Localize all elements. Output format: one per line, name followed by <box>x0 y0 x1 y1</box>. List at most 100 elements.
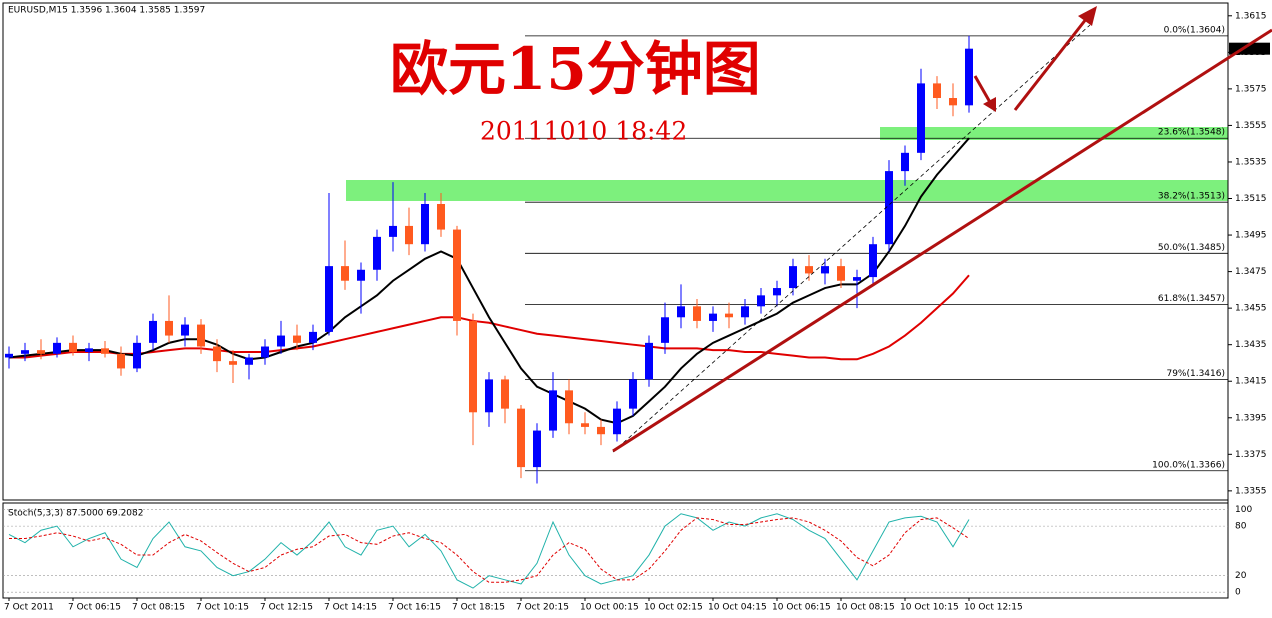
candle-body <box>469 320 477 413</box>
x-tick-label: 10 Oct 08:15 <box>836 603 895 613</box>
candle-body <box>597 426 605 435</box>
candle-body <box>805 266 813 274</box>
support-zone <box>880 127 1228 140</box>
candle-body <box>965 48 973 106</box>
candle-body <box>261 346 269 358</box>
candle-body <box>389 225 397 237</box>
x-tick-label: 10 Oct 00:15 <box>580 603 639 613</box>
candle-body <box>181 324 189 336</box>
candle-body <box>949 98 957 106</box>
arrow-head <box>1078 6 1097 26</box>
x-tick-label: 7 Oct 12:15 <box>260 603 313 613</box>
y-tick-label: 1.3455 <box>1235 304 1267 314</box>
candle-body <box>917 83 925 153</box>
candle-body <box>677 306 685 318</box>
arrow-head <box>983 97 996 112</box>
fib-label: 50.0%(1.3485) <box>1158 243 1225 253</box>
stochastic-line <box>9 517 970 583</box>
indicator-tick-label: 0 <box>1235 588 1241 598</box>
candle-body <box>933 83 941 99</box>
candle-body <box>693 306 701 321</box>
candle-body <box>277 335 285 347</box>
candle-body <box>213 346 221 362</box>
candle-body <box>533 430 541 468</box>
candle-body <box>853 277 861 281</box>
candle-body <box>101 348 109 354</box>
candle-body <box>565 390 573 424</box>
chart-title: 欧元15分钟图 <box>390 35 761 103</box>
candle-body <box>821 266 829 274</box>
fib-guide <box>612 24 1091 453</box>
stochastic-line <box>8 513 970 589</box>
arrow <box>1013 13 1092 111</box>
candle-body <box>229 361 237 365</box>
candle-body <box>293 335 301 343</box>
fib-label: 23.6%(1.3548) <box>1158 128 1225 138</box>
x-tick-label: 7 Oct 20:15 <box>516 603 569 613</box>
candle-body <box>309 331 317 343</box>
candle-body <box>629 379 637 409</box>
arrow <box>973 75 993 105</box>
fib-label: 38.2%(1.3513) <box>1158 192 1225 202</box>
y-tick-label: 1.3355 <box>1235 486 1267 496</box>
candle-body <box>645 342 653 380</box>
candle-body <box>37 350 45 354</box>
candle-body <box>757 295 765 307</box>
candle-body <box>661 317 669 343</box>
data-layer: 1.36151.35951.35751.35551.35351.35151.34… <box>3 11 1270 613</box>
x-tick-label: 7 Oct 18:15 <box>452 603 505 613</box>
candle-body <box>325 266 333 332</box>
candle-body <box>453 229 461 321</box>
x-tick-label: 7 Oct 16:15 <box>388 603 441 613</box>
support-zone <box>346 180 1228 201</box>
x-tick-label: 10 Oct 10:15 <box>900 603 959 613</box>
chart-subtitle: 20111010 18:42 <box>480 117 687 146</box>
candle-body <box>725 313 733 318</box>
candle-body <box>773 288 781 296</box>
candle-body <box>869 244 877 278</box>
moving-average <box>9 274 970 361</box>
candle-body <box>485 379 493 413</box>
indicator-tick-label: 20 <box>1235 571 1247 581</box>
candle-body <box>197 324 205 347</box>
fib-label: 79%(1.3416) <box>1166 369 1225 379</box>
x-tick-label: 7 Oct 10:15 <box>196 603 249 613</box>
y-tick-label: 1.3375 <box>1235 450 1267 460</box>
candle-body <box>789 266 797 289</box>
x-tick-label: 7 Oct 08:15 <box>132 603 185 613</box>
candle-body <box>165 320 173 336</box>
candle-body <box>85 348 93 352</box>
candle-body <box>501 379 509 409</box>
indicator-tick-label: 80 <box>1235 522 1247 532</box>
indicator-label: Stoch(5,3,3) 87.5000 69.2082 <box>8 509 143 519</box>
x-tick-label: 10 Oct 02:15 <box>644 603 703 613</box>
fib-label: 61.8%(1.3457) <box>1158 294 1225 304</box>
candle-body <box>437 203 445 230</box>
candle-body <box>517 408 525 468</box>
candle-body <box>69 342 77 352</box>
x-tick-label: 10 Oct 04:15 <box>708 603 767 613</box>
symbol-header: EURUSD,M15 1.3596 1.3604 1.3585 1.3597 <box>8 6 205 16</box>
candle-body <box>741 306 749 318</box>
x-tick-label: 7 Oct 14:15 <box>324 603 377 613</box>
candle-body <box>405 225 413 245</box>
x-tick-label: 7 Oct 06:15 <box>68 603 121 613</box>
candle-body <box>581 423 589 427</box>
y-tick-label: 1.3435 <box>1235 340 1267 350</box>
candle-body <box>373 236 381 270</box>
y-tick-label: 1.3395 <box>1235 413 1267 423</box>
candle-body <box>21 350 29 354</box>
current-price: 1.3597 <box>1233 44 1265 54</box>
candle-body <box>885 171 893 245</box>
y-tick-label: 1.3555 <box>1235 121 1267 131</box>
candle-body <box>613 408 621 435</box>
candle-body <box>421 203 429 245</box>
candle-body <box>709 313 717 321</box>
fib-label: 100.0%(1.3366) <box>1152 460 1225 470</box>
x-tick-label: 10 Oct 12:15 <box>964 603 1023 613</box>
candle-body <box>837 266 845 281</box>
candle-body <box>901 152 909 172</box>
y-tick-label: 1.3415 <box>1235 377 1267 387</box>
candle-body <box>117 353 125 369</box>
candle-body <box>549 390 557 431</box>
